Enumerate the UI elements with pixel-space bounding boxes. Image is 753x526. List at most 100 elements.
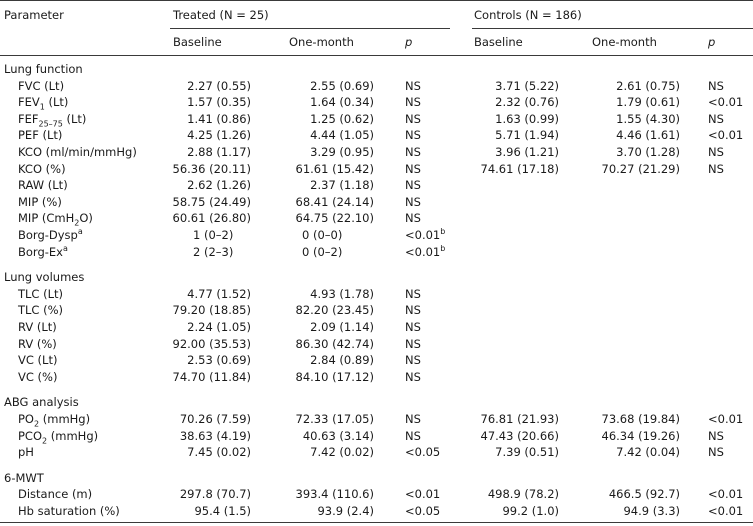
row-label-unit: (mmHg)	[47, 428, 99, 443]
row-label: RV (%)	[18, 337, 57, 351]
treated-baseline-cell: 60.61 (26.80)	[172, 211, 251, 226]
row-label: MIP (CmH2O)	[18, 211, 93, 228]
treated-p-value: NS	[405, 78, 421, 93]
treated-p-value: NS	[405, 178, 421, 193]
treated-group-rule	[170, 28, 450, 29]
treated-one-month-cell: 82.20 (23.45)	[295, 303, 374, 318]
treated-p-value: NS	[405, 128, 421, 143]
treated-one-month-cell: 1.64 (0.34)	[310, 95, 374, 110]
header-treated-baseline: Baseline	[173, 35, 222, 49]
controls-one-month-cell: 1.79 (0.61)	[616, 95, 680, 110]
treated-p-cell: NS	[405, 79, 421, 93]
controls-p-cell: NS	[708, 78, 724, 93]
controls-p-cell: <0.01	[708, 504, 744, 518]
treated-one-month-cell: 0 (0–2)	[302, 244, 343, 259]
treated-p-cell: NS	[405, 145, 421, 159]
treated-baseline-cell: 297.8 (70.7)	[179, 487, 251, 502]
header-controls-baseline: Baseline	[474, 35, 523, 49]
treated-p-value: NS	[405, 286, 421, 301]
controls-one-month-cell: 1.55 (4.30)	[616, 111, 680, 126]
treated-one-month-cell: 68.41 (24.14)	[295, 194, 374, 209]
row-label: KCO (ml/min/mmHg)	[18, 145, 137, 159]
treated-p-value: NS	[405, 412, 421, 426]
row-label-text: FVC (Lt)	[18, 78, 65, 93]
row-label: KCO (%)	[18, 162, 66, 176]
treated-p-value: NS	[405, 353, 421, 368]
treated-one-month-cell: 84.10 (17.12)	[295, 369, 374, 384]
treated-p-cell: NS	[405, 412, 421, 426]
treated-p-cell: NS	[405, 162, 421, 176]
row-label-text: pH	[18, 445, 34, 460]
header-bottom-rule	[0, 55, 753, 56]
row-label-text: RV (%)	[18, 336, 57, 351]
treated-one-month-cell: 393.4 (110.6)	[295, 487, 374, 502]
treated-baseline-cell: 2.53 (0.69)	[187, 353, 251, 368]
row-label-text: PEF (Lt)	[18, 128, 63, 143]
row-label: RV (Lt)	[18, 320, 57, 334]
treated-baseline-cell: 2.62 (1.26)	[187, 178, 251, 193]
controls-p-cell: NS	[708, 111, 724, 126]
controls-one-month-cell: 3.70 (1.28)	[616, 145, 680, 159]
treated-one-month-cell: 40.63 (3.14)	[302, 428, 374, 443]
treated-one-month-cell: 2.84 (0.89)	[310, 353, 374, 368]
treated-one-month-cell: 2.55 (0.69)	[310, 78, 374, 93]
row-label-text: VC (%)	[18, 369, 58, 384]
treated-one-month-cell: 72.33 (17.05)	[295, 412, 374, 426]
row-label-text: PCO	[18, 428, 43, 443]
treated-baseline-cell: 92.00 (35.53)	[172, 336, 251, 351]
treated-baseline-cell: 2.27 (0.55)	[187, 78, 251, 93]
treated-p-value: <0.05	[405, 504, 441, 518]
row-label-subscript: 2	[74, 218, 80, 228]
row-label-text: PO	[18, 412, 34, 426]
treated-p-footnote: b	[440, 227, 446, 237]
treated-baseline-cell: 2.88 (1.17)	[187, 145, 251, 159]
treated-one-month-cell: 3.29 (0.95)	[310, 145, 374, 159]
treated-baseline-cell: 2.24 (1.05)	[187, 320, 251, 334]
treated-baseline-cell: 4.77 (1.52)	[187, 286, 251, 301]
row-label: VC (Lt)	[18, 353, 57, 367]
row-label: Borg-Exa	[18, 244, 68, 259]
row-label-unit: (Lt)	[44, 95, 69, 110]
controls-p-cell: NS	[708, 445, 724, 460]
row-label: MIP (%)	[18, 195, 62, 209]
table-top-rule	[0, 0, 753, 1]
treated-baseline-cell: 79.20 (18.85)	[172, 303, 251, 318]
row-label: TLC (Lt)	[18, 287, 63, 301]
controls-baseline-cell: 7.39 (0.51)	[495, 445, 559, 460]
controls-baseline-cell: 1.63 (0.99)	[495, 111, 559, 126]
treated-p-cell: NS	[405, 370, 421, 384]
treated-p-cell: NS	[405, 178, 421, 192]
controls-group-rule	[472, 28, 753, 29]
treated-baseline-cell: 70.26 (7.59)	[179, 412, 251, 426]
treated-baseline-cell: 2 (2–3)	[193, 244, 234, 259]
row-label-text: TLC (Lt)	[18, 286, 64, 301]
treated-one-month-cell: 7.42 (0.02)	[310, 445, 374, 460]
row-label: PO2 (mmHg)	[18, 412, 90, 428]
controls-baseline-cell: 3.96 (1.21)	[495, 145, 559, 159]
controls-one-month-cell: 73.68 (19.84)	[601, 412, 680, 426]
row-label: FEV1 (Lt)	[18, 95, 69, 111]
header-controls-one-month: One-month	[592, 35, 657, 49]
section-title: 6-MWT	[4, 470, 44, 485]
controls-p-cell: <0.01	[708, 487, 744, 502]
controls-one-month-cell: 94.9 (3.3)	[623, 504, 680, 518]
controls-p-cell: NS	[708, 161, 724, 176]
row-label-text: KCO (%)	[18, 161, 66, 176]
treated-p-cell: NS	[405, 211, 421, 225]
treated-baseline-cell: 1 (0–2)	[193, 228, 234, 242]
treated-p-value: NS	[405, 145, 421, 159]
row-label-text: Borg-Ex	[18, 244, 63, 259]
controls-one-month-cell: 466.5 (92.7)	[608, 487, 680, 502]
row-label-text: KCO (ml/min/mmHg)	[18, 145, 137, 159]
treated-one-month-cell: 2.09 (1.14)	[310, 320, 374, 334]
treated-p-cell: NS	[405, 429, 421, 443]
treated-p-cell: NS	[405, 128, 421, 142]
section-title: ABG analysis	[4, 395, 79, 410]
treated-one-month-cell: 1.25 (0.62)	[310, 111, 374, 126]
row-label-unit: (Lt)	[62, 111, 87, 126]
treated-baseline-cell: 56.36 (20.11)	[172, 161, 251, 176]
row-label-unit: O)	[79, 211, 93, 226]
header-controls-p: p	[708, 35, 716, 49]
treated-baseline-cell: 7.45 (0.02)	[187, 445, 251, 460]
row-label-text: FEV	[18, 95, 40, 110]
